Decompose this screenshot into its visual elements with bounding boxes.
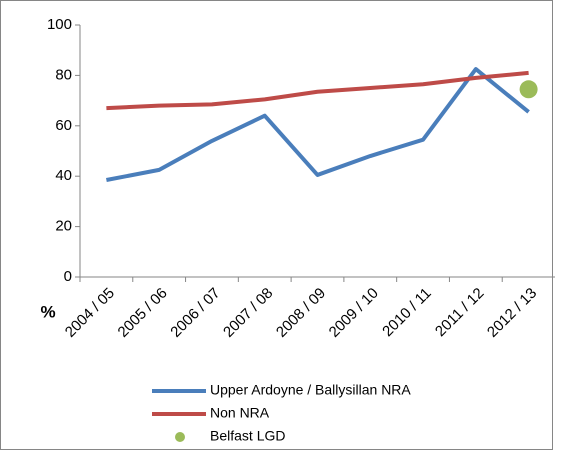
series-line (106, 67, 530, 182)
legend-label: Upper Ardoyne / Ballysillan NRA (210, 382, 411, 398)
legend-swatch (175, 432, 185, 442)
legend-label: Non NRA (210, 405, 270, 421)
y-axis-label: % (40, 302, 55, 321)
series-line (106, 70, 529, 111)
y-tick-label: 40 (55, 167, 72, 184)
y-tick-label: 0 (64, 268, 72, 285)
y-tick-label: 20 (55, 218, 72, 235)
y-tick-label: 80 (55, 66, 72, 83)
legend-label: Belfast LGD (210, 428, 285, 444)
chart-frame (0, 0, 553, 450)
y-tick-label: 60 (55, 117, 72, 134)
y-tick-label: 100 (47, 16, 72, 33)
series-marker (519, 80, 538, 99)
